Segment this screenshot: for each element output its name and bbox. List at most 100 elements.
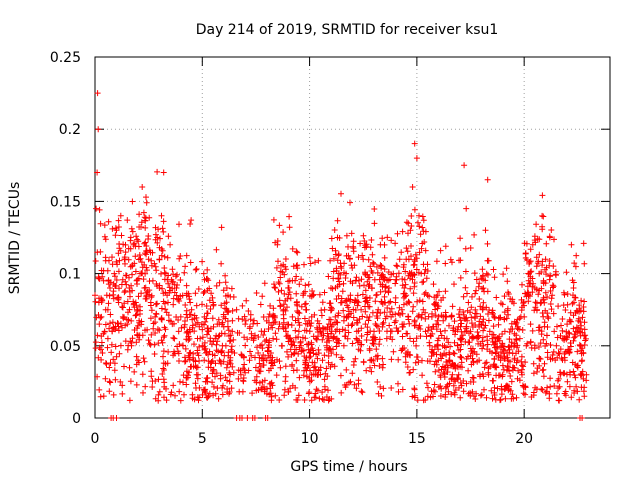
data-point — [544, 294, 551, 300]
data-point — [417, 333, 424, 340]
data-point — [207, 306, 214, 312]
data-point — [116, 350, 123, 357]
data-point — [160, 353, 166, 360]
data-point — [349, 340, 356, 347]
data-point — [148, 307, 155, 314]
data-point — [135, 357, 141, 364]
data-point — [184, 314, 191, 321]
data-point — [167, 287, 174, 294]
data-point — [156, 388, 163, 395]
data-point — [160, 169, 167, 176]
data-point — [353, 385, 360, 392]
data-point — [194, 375, 201, 382]
data-point — [280, 301, 287, 308]
data-point — [383, 335, 390, 342]
data-point — [437, 328, 444, 335]
data-point — [419, 240, 426, 247]
data-point — [339, 288, 346, 295]
data-point — [501, 309, 508, 316]
data-point — [292, 327, 299, 334]
data-point — [457, 317, 464, 324]
data-point — [335, 270, 342, 277]
data-point — [500, 350, 507, 357]
data-point — [196, 384, 203, 391]
data-point — [215, 348, 222, 355]
data-point — [437, 351, 444, 358]
data-point — [187, 328, 194, 335]
data-point — [295, 319, 302, 326]
data-point — [271, 284, 278, 291]
data-point — [529, 289, 536, 296]
data-point — [265, 326, 272, 332]
data-point — [122, 249, 129, 256]
data-point — [270, 335, 277, 342]
data-point — [539, 212, 546, 219]
data-point — [533, 221, 540, 228]
data-point — [423, 275, 430, 282]
data-point — [450, 325, 457, 332]
data-point — [136, 336, 143, 343]
data-point — [113, 415, 120, 421]
data-point — [121, 289, 128, 296]
data-point — [264, 385, 270, 392]
data-point — [484, 288, 491, 295]
data-point — [354, 302, 361, 309]
data-point — [273, 372, 280, 379]
data-point — [328, 304, 335, 311]
data-point — [428, 353, 435, 360]
data-point — [127, 234, 134, 241]
data-point — [102, 254, 109, 261]
data-point — [275, 258, 281, 265]
data-point — [528, 344, 535, 351]
data-point — [570, 368, 577, 375]
data-point — [460, 311, 467, 318]
data-point — [242, 369, 249, 376]
data-point — [376, 341, 383, 348]
data-point — [414, 397, 421, 404]
data-point — [133, 353, 140, 360]
data-point — [298, 303, 305, 310]
data-point — [127, 378, 134, 385]
data-point — [145, 337, 152, 344]
data-point — [546, 258, 553, 264]
data-point — [286, 213, 293, 220]
data-point — [357, 347, 364, 354]
data-point — [521, 302, 527, 309]
data-point — [411, 206, 418, 213]
data-point — [574, 388, 581, 395]
data-point — [175, 295, 182, 302]
data-point — [175, 296, 181, 303]
data-point — [420, 217, 427, 224]
data-point — [162, 306, 169, 313]
data-point — [335, 275, 342, 282]
data-point — [480, 272, 486, 279]
data-point — [185, 374, 191, 381]
data-point — [581, 393, 588, 400]
x-tick-label: 5 — [198, 431, 207, 447]
data-point — [257, 301, 264, 308]
data-point — [421, 291, 428, 298]
data-point — [392, 240, 399, 247]
data-point — [548, 295, 555, 302]
data-point — [351, 358, 357, 365]
data-point — [226, 378, 233, 385]
data-point — [176, 358, 182, 364]
data-point — [130, 300, 137, 307]
data-point — [357, 240, 364, 247]
data-point — [172, 392, 178, 399]
data-point — [340, 307, 347, 314]
data-point — [251, 377, 258, 384]
data-point — [160, 218, 167, 225]
x-tick-label: 10 — [301, 431, 319, 447]
data-point — [516, 315, 523, 322]
data-point — [469, 324, 476, 330]
data-point — [408, 223, 415, 229]
data-point — [490, 323, 497, 330]
data-point — [467, 309, 474, 316]
data-point — [518, 296, 525, 303]
data-point — [131, 368, 138, 375]
data-point — [580, 304, 587, 310]
data-point — [273, 264, 280, 271]
data-point — [225, 349, 232, 356]
data-point — [420, 397, 427, 404]
